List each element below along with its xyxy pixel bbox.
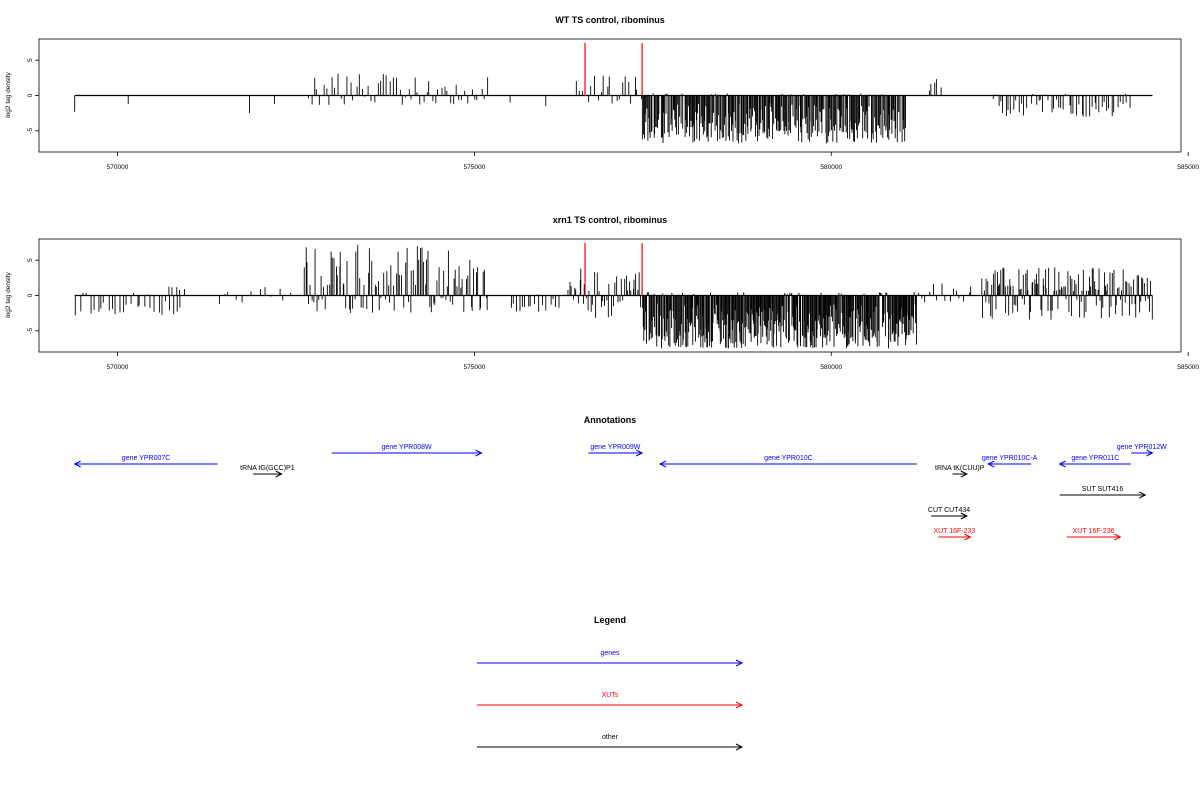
y-axis-label: log2 tag density <box>5 271 12 317</box>
y-axis: 5 0 -5 <box>27 58 39 134</box>
annotation-feature: gene YPR008W <box>331 444 483 457</box>
y-tick-label: -5 <box>27 128 34 134</box>
arrow-head <box>475 449 483 457</box>
x-axis: 570000 575000 580000 585000 <box>107 152 1199 171</box>
annotation-features: gene YPR007C tRNA tG(GCC)P1 gene YPR008W ge… <box>73 444 1167 541</box>
arrow-head <box>964 533 972 541</box>
annotation-feature: XUT 16F-233 <box>933 528 975 541</box>
arrow-head <box>960 470 968 478</box>
legend-label: other <box>602 734 619 741</box>
arrow-head <box>1146 449 1154 457</box>
feature-label: gene YPR007C <box>122 455 171 462</box>
legend-entry: XUTs <box>477 692 744 709</box>
y-tick-label: 5 <box>27 258 34 262</box>
wt-density-panel: WT TS control, ribominus log2 tag densit… <box>5 15 1199 171</box>
feature-label: gene YPR008W <box>382 444 432 451</box>
density-bars <box>74 73 1131 144</box>
annotation-feature: SUT SUT416 <box>1059 486 1147 499</box>
x-axis: 570000 575000 580000 585000 <box>107 352 1199 371</box>
annotation-feature: gene YPR010C <box>658 455 917 468</box>
annotation-feature: gene YPR012W <box>1117 444 1167 457</box>
annotation-feature: gene YPR007C <box>73 455 218 468</box>
arrow-head <box>735 659 744 667</box>
feature-label: tRNA tK(CUU)P <box>935 465 985 472</box>
x-tick-label: 575000 <box>464 364 486 371</box>
arrow-head <box>635 449 644 457</box>
y-tick-label: 0 <box>27 293 34 297</box>
y-tick-label: -5 <box>27 328 34 334</box>
annotation-feature: tRNA tK(CUU)P <box>935 465 985 478</box>
feature-label: gene YPR011C <box>1071 455 1119 462</box>
feature-label: SUT SUT416 <box>1082 486 1124 493</box>
legend-label: XUTs <box>602 692 619 699</box>
feature-label: gene YPR012W <box>1117 444 1167 451</box>
annotation-feature: CUT CUT434 <box>928 507 970 520</box>
x-tick-label: 570000 <box>107 164 129 171</box>
arrow-head <box>73 460 81 468</box>
annotation-feature: XUT 16F-236 <box>1066 528 1122 541</box>
feature-label: gene YPR010C <box>764 455 813 462</box>
panel-title: xrn1 TS control, ribominus <box>553 215 668 225</box>
arrow-head <box>658 460 667 468</box>
density-bars <box>74 244 1153 349</box>
feature-label: XUT 16F-233 <box>933 528 975 535</box>
region-markers <box>584 243 643 296</box>
arrow-head <box>1058 460 1066 468</box>
x-tick-label: 575000 <box>464 164 486 171</box>
feature-label: gene YPR010C-A <box>982 455 1038 462</box>
region-markers <box>584 43 643 96</box>
arrow-head <box>1114 533 1122 541</box>
legend: Legend genes XUTs other <box>477 615 744 751</box>
arrow-head <box>275 470 283 478</box>
arrow-head <box>960 512 968 520</box>
legend-entry: genes <box>477 650 744 667</box>
y-tick-label: 5 <box>27 58 34 62</box>
arrow-head <box>1139 491 1147 499</box>
x-tick-label: 570000 <box>107 364 129 371</box>
arrow-head <box>735 701 744 709</box>
annotation-feature: gene YPR009W <box>588 444 644 457</box>
feature-label: XUT 16F-236 <box>1073 528 1115 535</box>
x-tick-label: 580000 <box>820 364 842 371</box>
arrow-head <box>987 460 995 468</box>
annotation-feature: gene YPR010C-A <box>982 455 1038 468</box>
annotations-title: Annotations <box>584 415 637 425</box>
legend-title: Legend <box>594 615 626 625</box>
x-tick-label: 585000 <box>1177 364 1199 371</box>
y-tick-label: 0 <box>27 93 34 97</box>
legend-entry: other <box>477 734 744 751</box>
feature-label: CUT CUT434 <box>928 507 970 514</box>
arrow-head <box>735 743 744 751</box>
x-tick-label: 585000 <box>1177 164 1199 171</box>
annotation-feature: tRNA tG(GCC)P1 <box>240 465 295 478</box>
x-tick-label: 580000 <box>820 164 842 171</box>
annotation-feature: gene YPR011C <box>1058 455 1132 468</box>
legend-entries: genes XUTs other <box>477 650 744 751</box>
legend-label: genes <box>600 650 620 657</box>
panel-title: WT TS control, ribominus <box>555 15 665 25</box>
feature-label: gene YPR009W <box>590 444 640 451</box>
feature-label: tRNA tG(GCC)P1 <box>240 465 295 472</box>
y-axis-label: log2 tag density <box>5 71 12 117</box>
y-axis: 5 0 -5 <box>27 258 39 334</box>
xrn1-density-panel: xrn1 TS control, ribominus log2 tag dens… <box>5 215 1199 371</box>
